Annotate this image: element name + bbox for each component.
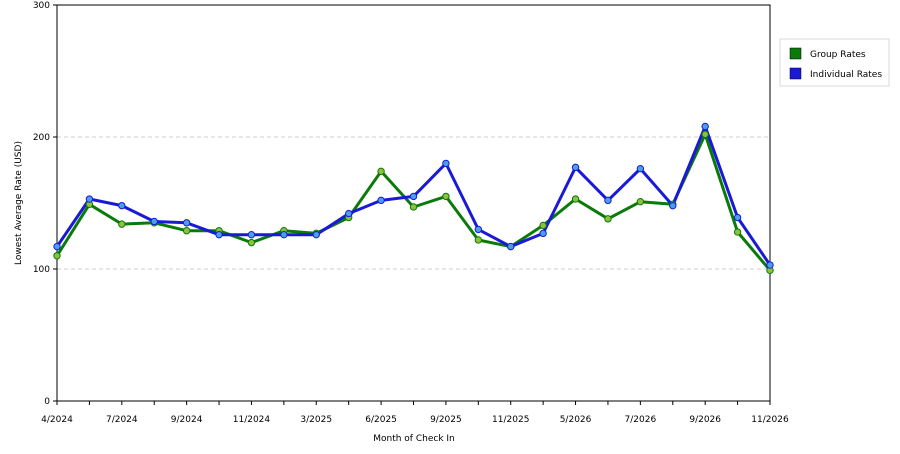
series-point-0 bbox=[571, 195, 580, 203]
series-point-0 bbox=[118, 220, 126, 228]
series-point-1 bbox=[53, 242, 61, 251]
x-tick-label: 5/2026 bbox=[560, 415, 592, 425]
series-point-1 bbox=[604, 196, 612, 205]
x-tick-label: 9/2026 bbox=[689, 415, 721, 425]
series-point-1 bbox=[247, 230, 256, 239]
series-point-1 bbox=[442, 159, 450, 168]
series-point-0 bbox=[247, 238, 256, 247]
series-point-0 bbox=[701, 130, 709, 139]
series-point-1 bbox=[280, 230, 288, 239]
x-tick-label: 7/2024 bbox=[106, 415, 138, 425]
series-point-1 bbox=[733, 213, 742, 222]
series-point-1 bbox=[669, 201, 677, 210]
series-point-0 bbox=[182, 227, 191, 235]
x-tick-label: 3/2025 bbox=[300, 415, 332, 425]
points-layer bbox=[53, 122, 774, 275]
x-tick-label: 7/2026 bbox=[625, 415, 657, 425]
series-point-1 bbox=[539, 229, 547, 238]
series-point-0 bbox=[53, 252, 61, 260]
series-point-1 bbox=[118, 201, 126, 210]
y-axis-title: Lowest Average Rate (USD) bbox=[14, 141, 24, 265]
series-point-0 bbox=[733, 228, 742, 236]
x-tick-label: 11/2025 bbox=[492, 415, 529, 425]
series-point-1 bbox=[507, 242, 515, 251]
series-point-1 bbox=[377, 196, 385, 205]
series-point-0 bbox=[636, 197, 645, 206]
series-line-0 bbox=[55, 132, 772, 272]
series-point-1 bbox=[474, 225, 483, 234]
legend: Group Rates Individual Rates bbox=[779, 38, 890, 87]
series-point-1 bbox=[344, 209, 353, 218]
series-point-1 bbox=[571, 163, 580, 172]
x-tick-label: 11/2024 bbox=[233, 415, 271, 425]
series-point-1 bbox=[409, 192, 418, 201]
series-point-0 bbox=[539, 221, 547, 230]
series-point-0 bbox=[377, 167, 385, 176]
y-tick-label: 0 bbox=[44, 397, 50, 407]
x-tick-label: 9/2024 bbox=[171, 415, 203, 425]
legend-swatch bbox=[789, 67, 802, 80]
x-axis-title: Month of Check In bbox=[373, 434, 455, 444]
series-point-1 bbox=[150, 217, 158, 226]
x-tick-label: 11/2026 bbox=[751, 415, 789, 425]
legend-label: Individual Rates bbox=[810, 70, 882, 80]
axes-layer: 0 100 200 300 4/2024 7/2024 9/2024 11/2024 3/202… bbox=[33, 1, 789, 425]
series-point-0 bbox=[409, 203, 418, 211]
legend-items: Group Rates Individual Rates bbox=[789, 47, 882, 80]
series-point-1 bbox=[182, 219, 191, 227]
legend-swatch bbox=[789, 47, 802, 60]
series-point-1 bbox=[312, 230, 320, 239]
series-point-1 bbox=[701, 122, 709, 131]
y-tick-label: 100 bbox=[33, 265, 50, 275]
series-point-0 bbox=[604, 215, 612, 223]
series-point-1 bbox=[636, 164, 645, 173]
x-tick-label: 6/2025 bbox=[365, 415, 397, 425]
x-tick-label: 9/2025 bbox=[430, 415, 462, 425]
y-tick-label: 200 bbox=[33, 133, 50, 143]
series-point-0 bbox=[442, 192, 450, 201]
y-tick-label: 300 bbox=[33, 1, 50, 11]
series-point-1 bbox=[215, 230, 223, 239]
series-point-1 bbox=[766, 261, 774, 269]
x-tick-label: 4/2024 bbox=[41, 415, 73, 425]
series-point-0 bbox=[474, 236, 483, 244]
series-point-1 bbox=[85, 195, 94, 203]
legend-label: Group Rates bbox=[810, 50, 866, 60]
